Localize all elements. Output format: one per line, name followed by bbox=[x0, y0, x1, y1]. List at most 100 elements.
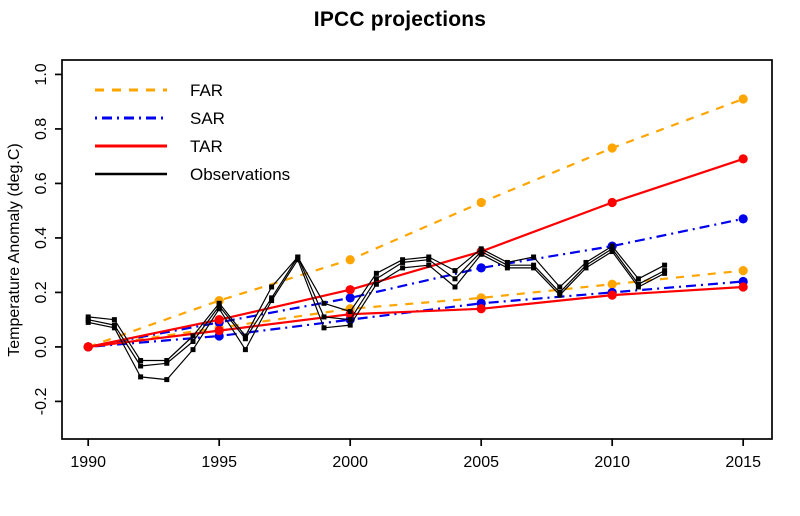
data-point-circle bbox=[83, 342, 93, 352]
data-point-square bbox=[583, 265, 589, 271]
data-point-square bbox=[452, 276, 458, 282]
data-point-square bbox=[662, 262, 668, 268]
legend-label-far: FAR bbox=[190, 81, 223, 100]
data-point-square bbox=[138, 358, 144, 364]
data-point-square bbox=[583, 259, 589, 265]
y-tick-label: 0.0 bbox=[33, 336, 50, 358]
data-point-square bbox=[373, 281, 379, 287]
series-line-tar-upper bbox=[87, 157, 744, 348]
data-point-square bbox=[662, 268, 668, 274]
data-point-square bbox=[609, 246, 615, 252]
data-point-square bbox=[531, 254, 537, 260]
data-point-square bbox=[242, 336, 248, 342]
plot-box bbox=[61, 59, 773, 440]
data-point-square bbox=[583, 262, 589, 268]
data-point-square bbox=[111, 322, 117, 328]
data-point-circle bbox=[738, 94, 748, 104]
data-point-square bbox=[216, 300, 222, 306]
data-point-square bbox=[269, 284, 275, 290]
data-point-square bbox=[164, 358, 170, 364]
data-point-square bbox=[85, 314, 91, 320]
series-line-observations-3 bbox=[88, 250, 665, 381]
data-point-square bbox=[269, 298, 275, 304]
x-tick-label: 2010 bbox=[594, 454, 630, 471]
data-point-circle bbox=[738, 154, 748, 164]
data-point-square bbox=[400, 259, 406, 265]
data-point-square bbox=[504, 262, 510, 268]
data-point-square bbox=[478, 251, 484, 257]
data-point-square bbox=[373, 270, 379, 276]
data-point-circle bbox=[476, 263, 486, 273]
data-point-square bbox=[400, 257, 406, 263]
data-point-square bbox=[347, 317, 353, 323]
data-point-square bbox=[452, 284, 458, 290]
data-point-square bbox=[662, 270, 668, 276]
y-tick-label: 0.8 bbox=[33, 118, 50, 140]
data-point-square bbox=[557, 292, 563, 298]
data-point-square bbox=[321, 300, 327, 306]
data-point-square bbox=[478, 249, 484, 255]
y-tick-label: 0.4 bbox=[33, 227, 50, 249]
y-tick-label: 1.0 bbox=[33, 63, 50, 85]
data-point-circle bbox=[345, 255, 355, 265]
data-point-square bbox=[635, 276, 641, 282]
data-point-square bbox=[216, 306, 222, 312]
y-axis-label: Temperature Anomaly (deg.C) bbox=[6, 143, 23, 357]
data-point-circle bbox=[214, 315, 224, 325]
data-point-square bbox=[504, 265, 510, 271]
data-point-square bbox=[242, 347, 248, 353]
series-line-observations-1 bbox=[88, 245, 665, 362]
data-point-square bbox=[504, 259, 510, 265]
data-point-square bbox=[190, 347, 196, 353]
data-point-circle bbox=[345, 285, 355, 295]
data-point-square bbox=[426, 262, 432, 268]
data-point-square bbox=[216, 303, 222, 309]
data-point-square bbox=[242, 333, 248, 339]
x-tick-label: 2000 bbox=[332, 454, 368, 471]
series-line-far-upper bbox=[87, 97, 744, 348]
data-point-circle bbox=[607, 197, 617, 208]
data-point-square bbox=[164, 360, 170, 366]
data-point-square bbox=[190, 338, 196, 344]
x-tick-label: 1995 bbox=[201, 454, 237, 471]
legend-label-observations: Observations bbox=[190, 165, 290, 184]
data-point-square bbox=[426, 254, 432, 260]
series-line-sar-upper bbox=[87, 217, 744, 348]
data-point-square bbox=[373, 276, 379, 282]
data-point-square bbox=[190, 333, 196, 339]
x-tick-label: 1990 bbox=[70, 454, 106, 471]
data-point-circle bbox=[738, 214, 748, 224]
data-point-circle bbox=[738, 282, 748, 292]
x-tick-label: 2015 bbox=[725, 454, 761, 471]
data-point-square bbox=[164, 377, 170, 383]
data-point-square bbox=[557, 284, 563, 290]
series-line-tar-lower bbox=[88, 285, 744, 348]
data-point-square bbox=[321, 325, 327, 331]
data-point-square bbox=[295, 257, 301, 263]
data-point-circle bbox=[214, 325, 224, 336]
data-point-square bbox=[452, 268, 458, 274]
legend-label-tar: TAR bbox=[190, 137, 223, 156]
x-tick-label: 2005 bbox=[463, 454, 499, 471]
series-line-sar-lower bbox=[88, 280, 744, 348]
data-point-square bbox=[426, 257, 432, 263]
data-point-square bbox=[111, 325, 117, 331]
data-point-circle bbox=[345, 293, 355, 303]
data-point-square bbox=[111, 317, 117, 323]
data-point-square bbox=[269, 295, 275, 301]
y-tick-label: 0.6 bbox=[33, 172, 50, 194]
data-point-square bbox=[557, 289, 563, 295]
data-point-circle bbox=[738, 266, 748, 276]
data-point-square bbox=[400, 265, 406, 271]
data-point-square bbox=[321, 314, 327, 320]
data-point-circle bbox=[607, 143, 617, 153]
data-point-circle bbox=[476, 197, 486, 208]
data-point-square bbox=[85, 317, 91, 323]
data-point-circle bbox=[476, 304, 486, 314]
data-point-square bbox=[635, 281, 641, 287]
data-point-square bbox=[635, 284, 641, 290]
data-point-square bbox=[347, 308, 353, 314]
data-point-square bbox=[85, 319, 91, 325]
